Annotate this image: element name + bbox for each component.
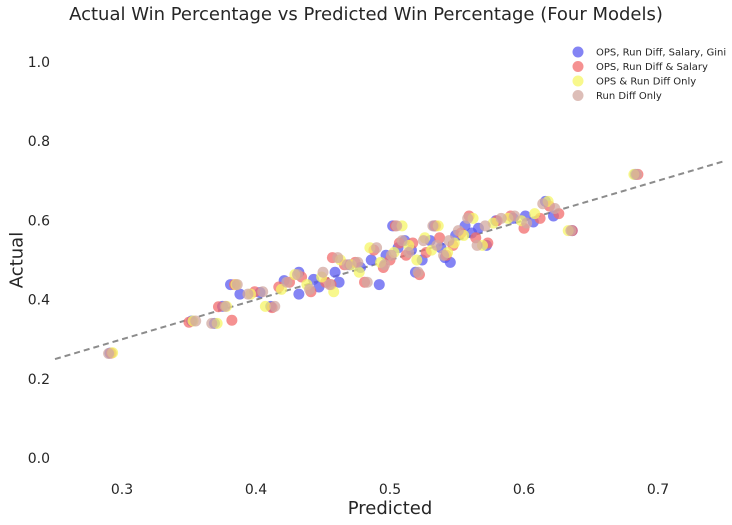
scatter-point bbox=[471, 239, 483, 251]
scatter-point bbox=[427, 220, 439, 232]
chart-title: Actual Win Percentage vs Predicted Win P… bbox=[69, 4, 663, 25]
scatter-point bbox=[452, 225, 464, 237]
legend-item: Run Diff Only bbox=[572, 90, 662, 102]
scatter-point bbox=[103, 348, 115, 360]
x-tick-label: 0.4 bbox=[245, 482, 267, 498]
scatter-point bbox=[206, 317, 218, 329]
scatter-point bbox=[379, 259, 391, 271]
scatter-point bbox=[565, 225, 577, 237]
scatter-point bbox=[257, 286, 269, 298]
scatter-point bbox=[529, 208, 541, 220]
legend-marker bbox=[572, 90, 584, 101]
scatter-point bbox=[412, 266, 424, 278]
y-tick-label: 0.2 bbox=[28, 372, 50, 388]
y-tick-label: 1.0 bbox=[28, 55, 50, 71]
scatter-point bbox=[317, 266, 329, 278]
scatter-point bbox=[341, 259, 353, 271]
scatter-point bbox=[231, 279, 243, 291]
scatter-point bbox=[219, 300, 231, 312]
scatter-point bbox=[365, 254, 377, 266]
y-tick-label: 0.4 bbox=[28, 293, 50, 309]
x-tick-labels: 0.3 0.4 0.5 0.6 0.7 bbox=[111, 482, 669, 498]
scatter-point bbox=[403, 246, 415, 258]
scatter-point bbox=[549, 202, 561, 214]
y-tick-label: 0.0 bbox=[28, 451, 50, 467]
y-axis-label: Actual bbox=[6, 232, 27, 288]
scatter-point bbox=[431, 239, 443, 251]
scatter-point bbox=[269, 300, 281, 312]
scatter-point bbox=[462, 212, 474, 224]
legend-label: OPS & Run Diff Only bbox=[596, 77, 696, 88]
scatter-point bbox=[304, 283, 316, 295]
legend-item: OPS, Run Diff, Salary, Gini bbox=[572, 46, 726, 59]
scatter-point bbox=[521, 217, 533, 229]
scatter-point bbox=[411, 254, 423, 266]
scatter-point bbox=[242, 288, 254, 300]
scatter-point bbox=[443, 235, 455, 247]
x-axis-label: Predicted bbox=[348, 498, 433, 519]
legend: OPS, Run Diff, Salary, Gini OPS, Run Diff… bbox=[572, 46, 726, 102]
scatter-point bbox=[352, 256, 364, 268]
legend-marker bbox=[572, 61, 584, 72]
legend-marker bbox=[572, 75, 584, 87]
scatter-point bbox=[418, 235, 429, 247]
series-3 bbox=[103, 168, 643, 360]
scatter-point bbox=[495, 212, 507, 224]
scatter-point bbox=[438, 249, 450, 261]
scatter-point bbox=[281, 276, 293, 288]
scatter-point bbox=[292, 269, 304, 281]
series-0 bbox=[104, 168, 641, 359]
legend-item: OPS, Run Diff & Salary bbox=[572, 61, 708, 73]
scatter-point bbox=[329, 266, 341, 278]
scatter-point bbox=[391, 220, 403, 232]
scatter-point bbox=[332, 252, 344, 264]
scatter-point bbox=[353, 266, 365, 278]
scatter-point bbox=[226, 314, 238, 326]
scatter-point bbox=[373, 279, 385, 291]
scatter-point bbox=[361, 276, 373, 288]
x-tick-label: 0.5 bbox=[379, 482, 401, 498]
reference-line bbox=[54, 159, 726, 361]
y-tick-labels: 0.0 0.2 0.4 0.6 0.8 1.0 bbox=[28, 55, 50, 467]
scatter-point bbox=[631, 168, 643, 180]
scatter-point bbox=[509, 210, 521, 222]
scatter-point bbox=[537, 198, 549, 210]
scatter-point bbox=[371, 242, 383, 254]
y-tick-label: 0.6 bbox=[28, 213, 50, 229]
x-tick-label: 0.7 bbox=[647, 482, 669, 498]
scatter-point bbox=[479, 220, 491, 232]
scatter-point bbox=[190, 315, 202, 327]
legend-item: OPS & Run Diff Only bbox=[572, 75, 696, 88]
y-tick-label: 0.8 bbox=[28, 134, 50, 150]
scatter-point bbox=[385, 249, 397, 261]
legend-label: Run Diff Only bbox=[596, 91, 662, 102]
legend-marker bbox=[572, 46, 584, 58]
scatter-points-layer bbox=[103, 168, 644, 360]
x-tick-label: 0.6 bbox=[513, 482, 535, 498]
scatter-point bbox=[324, 279, 336, 291]
x-tick-label: 0.3 bbox=[111, 482, 133, 498]
scatter-point bbox=[234, 288, 246, 300]
scatter-point bbox=[293, 288, 305, 300]
scatter-point bbox=[396, 235, 408, 247]
reference-line-layer bbox=[54, 159, 726, 361]
legend-label: OPS, Run Diff & Salary bbox=[596, 62, 708, 73]
legend-label: OPS, Run Diff, Salary, Gini bbox=[596, 48, 726, 59]
scatter-point bbox=[259, 300, 271, 312]
